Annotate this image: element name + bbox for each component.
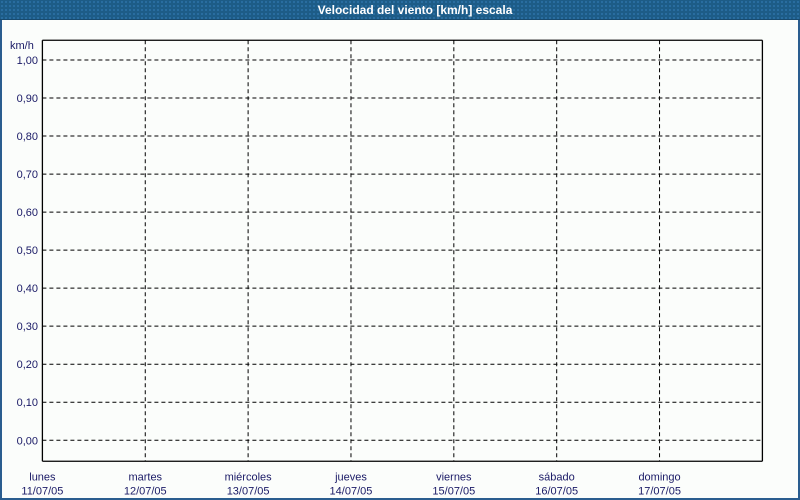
svg-text:0,40: 0,40 — [17, 283, 38, 295]
svg-text:lunes: lunes — [29, 471, 56, 483]
svg-text:0,50: 0,50 — [17, 245, 38, 257]
svg-text:0,60: 0,60 — [17, 207, 38, 219]
svg-text:0,90: 0,90 — [17, 93, 38, 105]
svg-text:0,70: 0,70 — [17, 169, 38, 181]
svg-text:13/07/05: 13/07/05 — [227, 485, 270, 497]
svg-text:martes: martes — [128, 471, 162, 483]
svg-text:0,80: 0,80 — [17, 131, 38, 143]
svg-text:viernes: viernes — [436, 471, 472, 483]
svg-text:0,00: 0,00 — [17, 435, 38, 447]
svg-text:17/07/05: 17/07/05 — [638, 485, 681, 497]
svg-text:sábado: sábado — [539, 471, 575, 483]
svg-text:jueves: jueves — [334, 471, 367, 483]
svg-text:1,00: 1,00 — [17, 55, 38, 67]
svg-text:11/07/05: 11/07/05 — [21, 485, 63, 497]
svg-text:16/07/05: 16/07/05 — [535, 485, 578, 497]
svg-text:km/h: km/h — [10, 40, 34, 52]
svg-text:0,10: 0,10 — [17, 397, 38, 409]
svg-text:0,30: 0,30 — [17, 321, 38, 333]
svg-text:domingo: domingo — [638, 471, 680, 483]
svg-text:15/07/05: 15/07/05 — [432, 485, 475, 497]
svg-text:14/07/05: 14/07/05 — [330, 485, 373, 497]
svg-text:0,20: 0,20 — [17, 359, 38, 371]
svg-text:miércoles: miércoles — [225, 471, 273, 483]
svg-text:12/07/05: 12/07/05 — [124, 485, 167, 497]
